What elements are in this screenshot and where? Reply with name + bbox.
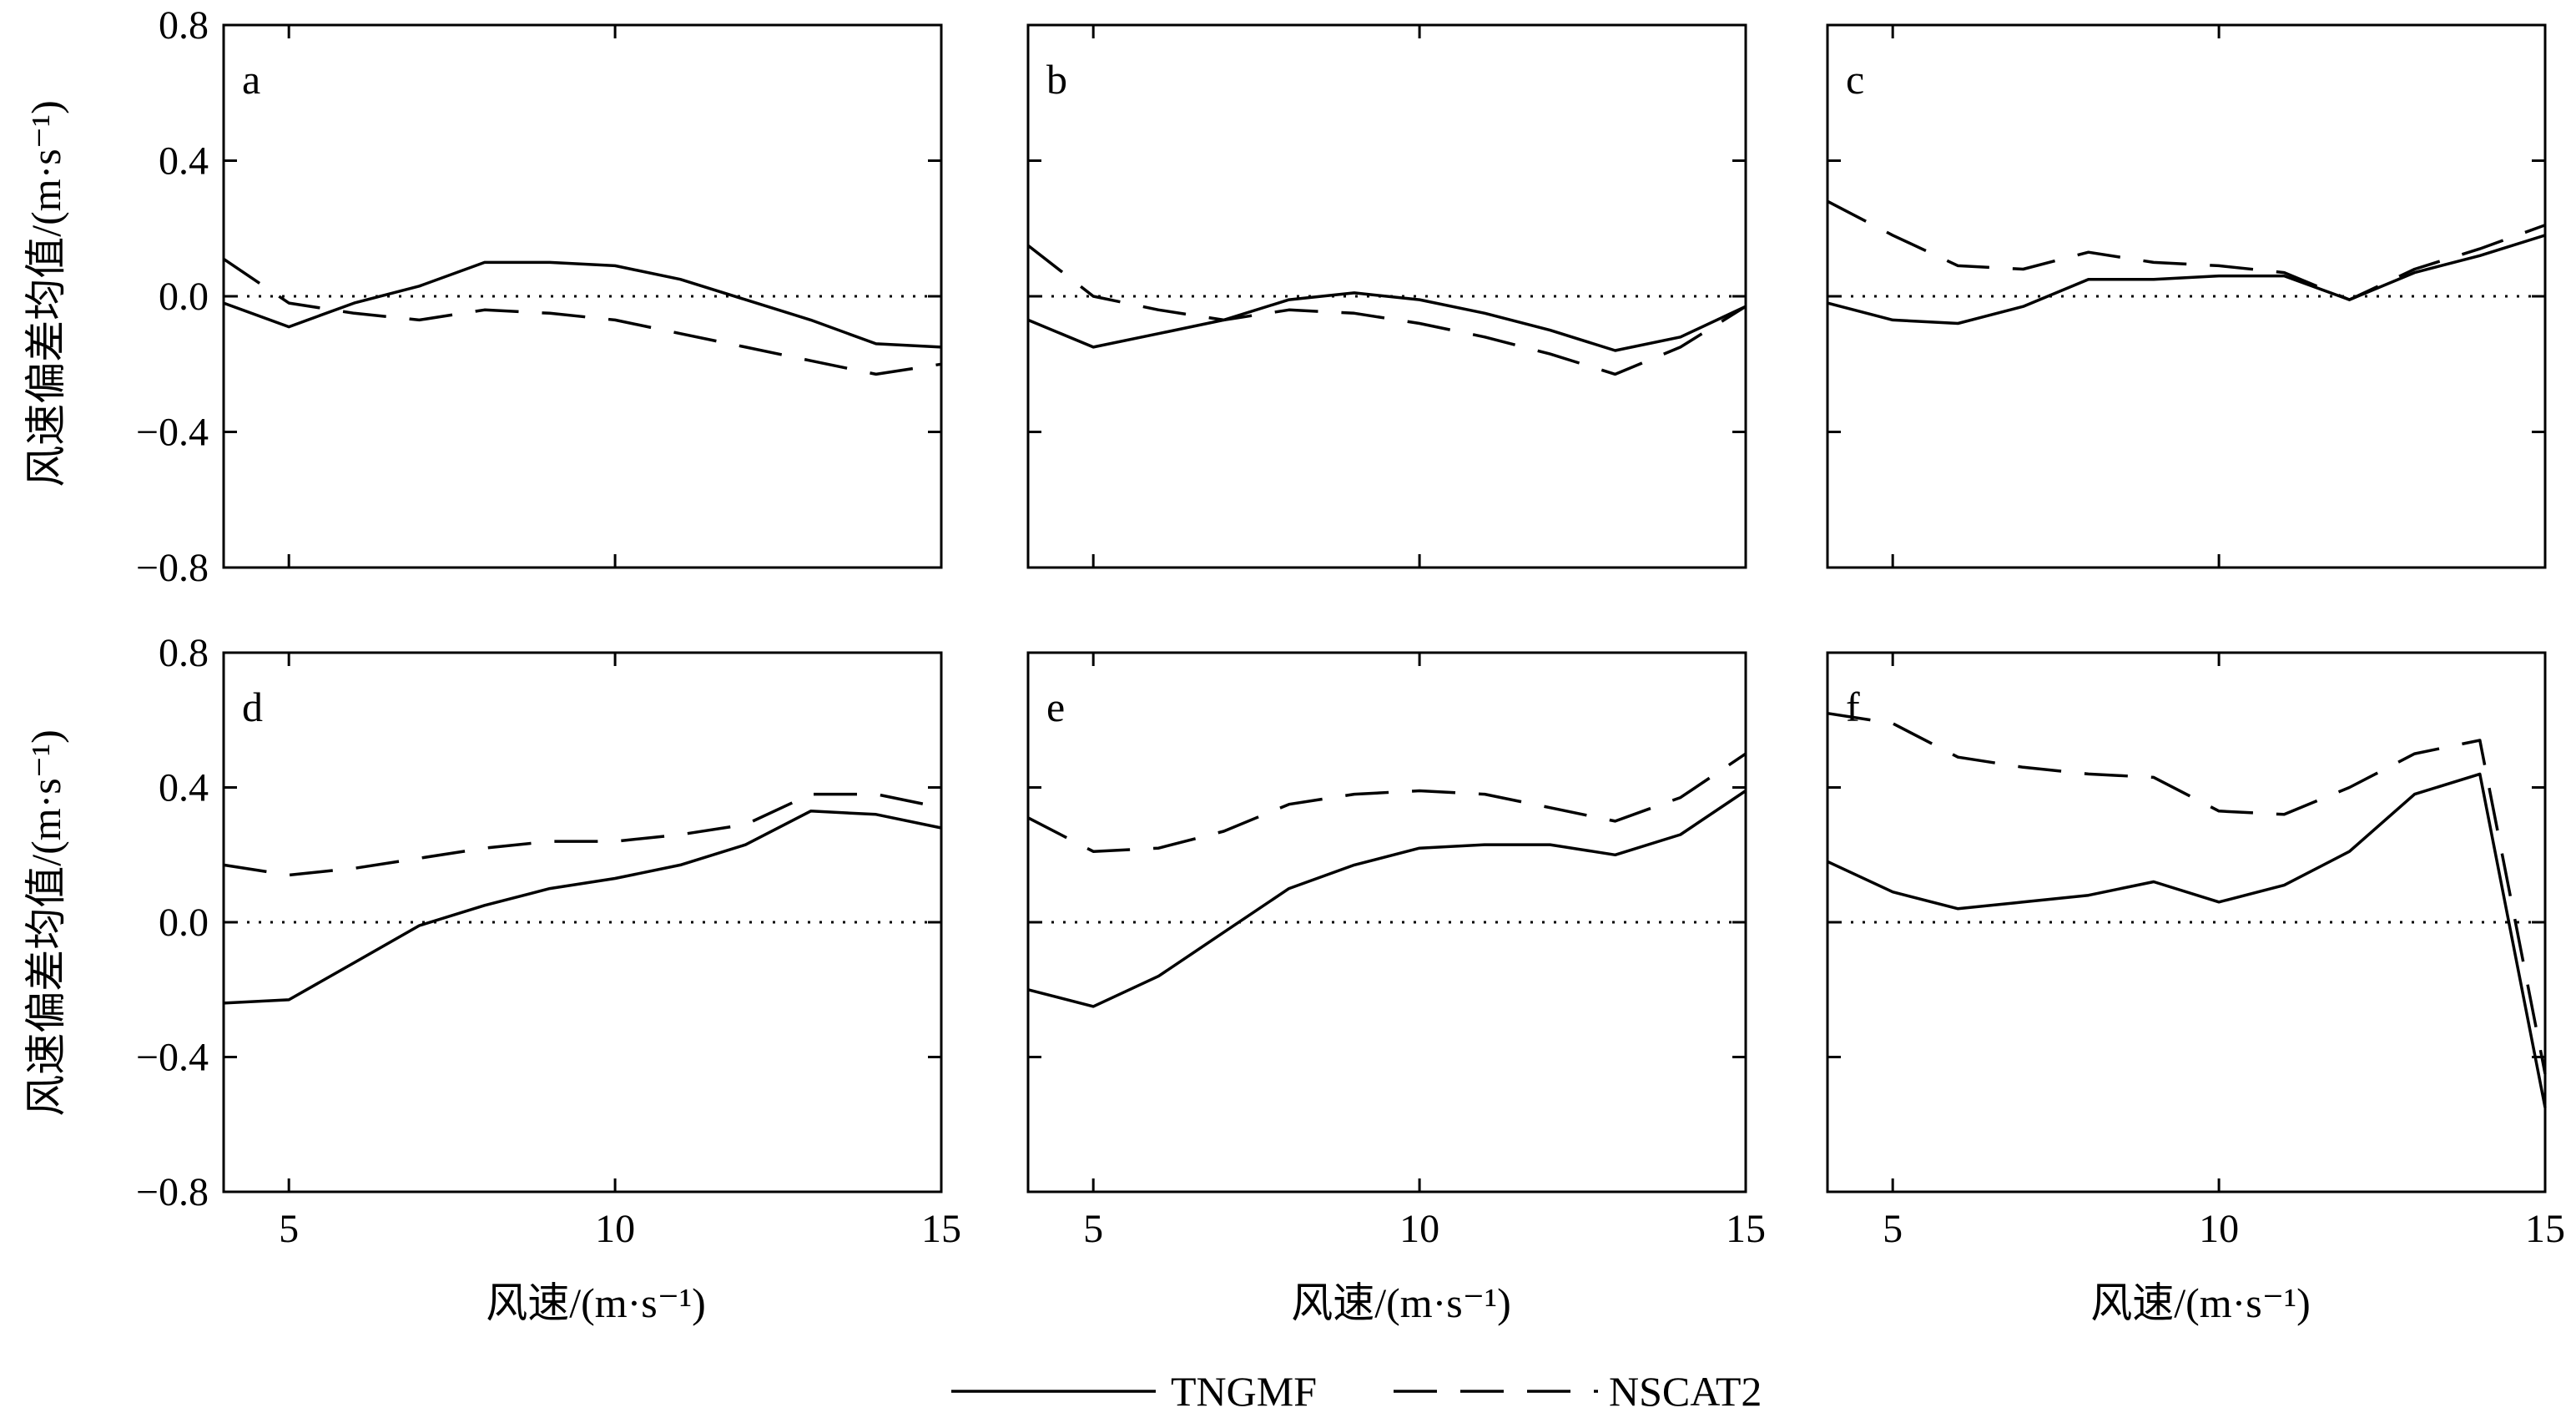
x-axis-label-right: 风速/(m·s⁻¹) — [2090, 1279, 2311, 1326]
y-tick-label: 0.8 — [159, 631, 209, 675]
series-line-nscat2 — [1827, 711, 2547, 1075]
series-line-tngmf — [223, 810, 942, 1005]
y-tick-label: 0.4 — [159, 766, 209, 810]
panel-letter: c — [1846, 56, 1864, 103]
y-tick-label: −0.8 — [136, 1170, 209, 1214]
panel-c: c — [1826, 23, 2547, 569]
x-tick-label: 15 — [2525, 1207, 2565, 1251]
panel-e: 5 10 15 e — [1026, 651, 1766, 1251]
x-tick-label: 5 — [1883, 1207, 1903, 1251]
x-tick-label: 10 — [595, 1207, 635, 1251]
legend-label-tngmf: TNGMF — [1171, 1368, 1317, 1415]
x-tick-label: 15 — [1726, 1207, 1766, 1251]
x-tick-label: 5 — [279, 1207, 299, 1251]
y-tick-label: −0.8 — [136, 546, 209, 590]
y-tick-label: −0.4 — [136, 1036, 209, 1080]
panel-letter: a — [242, 56, 260, 103]
panel-letter: b — [1046, 56, 1067, 103]
series-line-nscat2 — [1827, 199, 2546, 301]
x-tick-label: 10 — [1399, 1207, 1439, 1251]
y-tick-label: 0.8 — [159, 3, 209, 48]
y-axis-label-top: 风速偏差均值/(m·s⁻¹) — [23, 100, 69, 487]
panel-f: 5 10 15 f — [1826, 651, 2565, 1251]
panel-b: b — [1026, 23, 1747, 569]
x-tick-label: 15 — [921, 1207, 961, 1251]
x-axis-label-middle: 风速/(m·s⁻¹) — [1291, 1279, 1511, 1326]
series-line-tngmf — [1027, 790, 1747, 1008]
y-axis-labels: 风速偏差均值/(m·s⁻¹) 风速偏差均值/(m·s⁻¹) — [23, 100, 69, 1117]
series-line-nscat2 — [223, 257, 942, 376]
panel-letter: d — [242, 684, 263, 730]
y-axis-label-bottom: 风速偏差均值/(m·s⁻¹) — [23, 729, 69, 1117]
panel-d: 0.8 0.4 0.0 −0.4 −0.8 5 10 15 d — [136, 631, 961, 1251]
series-line-nscat2 — [223, 792, 942, 877]
panel-letter: f — [1846, 684, 1860, 730]
panel-a: 0.8 0.4 0.0 −0.4 −0.8 a — [136, 3, 943, 590]
series-line-tngmf — [1827, 234, 2546, 325]
y-tick-label: 0.0 — [159, 275, 209, 319]
x-tick-label: 10 — [2199, 1207, 2239, 1251]
y-tick-label: 0.0 — [159, 901, 209, 945]
panel-letter: e — [1046, 684, 1065, 730]
series-line-tngmf — [223, 260, 942, 349]
series-line-tngmf — [1827, 772, 2547, 1108]
y-tick-label: −0.4 — [136, 411, 209, 455]
y-tick-label: 0.4 — [159, 139, 209, 184]
legend: TNGMF NSCAT2 — [951, 1368, 1762, 1415]
legend-label-nscat2: NSCAT2 — [1609, 1368, 1762, 1415]
x-axis-labels: 风速/(m·s⁻¹) 风速/(m·s⁻¹) 风速/(m·s⁻¹) — [486, 1279, 2311, 1326]
series-line-tngmf — [1027, 291, 1747, 352]
panels-group: 0.8 0.4 0.0 −0.4 −0.8 a b c 0.8 0.4 0.0 −0.4 −0.8 5 10… — [136, 3, 2565, 1251]
series-line-nscat2 — [1026, 244, 1747, 376]
x-axis-label-left: 风速/(m·s⁻¹) — [486, 1279, 706, 1326]
x-tick-label: 5 — [1083, 1207, 1103, 1251]
series-line-nscat2 — [1027, 752, 1747, 853]
